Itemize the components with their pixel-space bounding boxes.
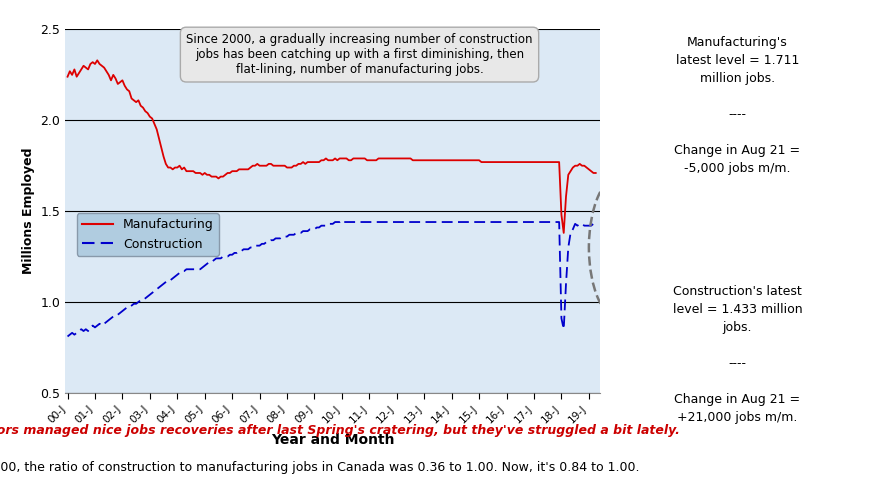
Legend: Manufacturing, Construction: Manufacturing, Construction bbox=[76, 214, 219, 256]
Y-axis label: Millions Employed: Millions Employed bbox=[22, 148, 35, 274]
Text: Construction's latest
level = 1.433 million
jobs.

----

Change in Aug 21 =
+21,: Construction's latest level = 1.433 mill… bbox=[672, 285, 801, 424]
Text: Both sectors managed nice jobs recoveries after last Spring's cratering, but the: Both sectors managed nice jobs recoverie… bbox=[0, 424, 679, 437]
X-axis label: Year and Month: Year and Month bbox=[271, 433, 394, 447]
Text: In 2000, the ratio of construction to manufacturing jobs in Canada was 0.36 to 1: In 2000, the ratio of construction to ma… bbox=[0, 461, 639, 474]
Text: Since 2000, a gradually increasing number of construction
jobs has been catching: Since 2000, a gradually increasing numbe… bbox=[186, 33, 532, 76]
Text: Manufacturing's
latest level = 1.711
million jobs.

----

Change in Aug 21 =
-5,: Manufacturing's latest level = 1.711 mil… bbox=[673, 36, 799, 175]
